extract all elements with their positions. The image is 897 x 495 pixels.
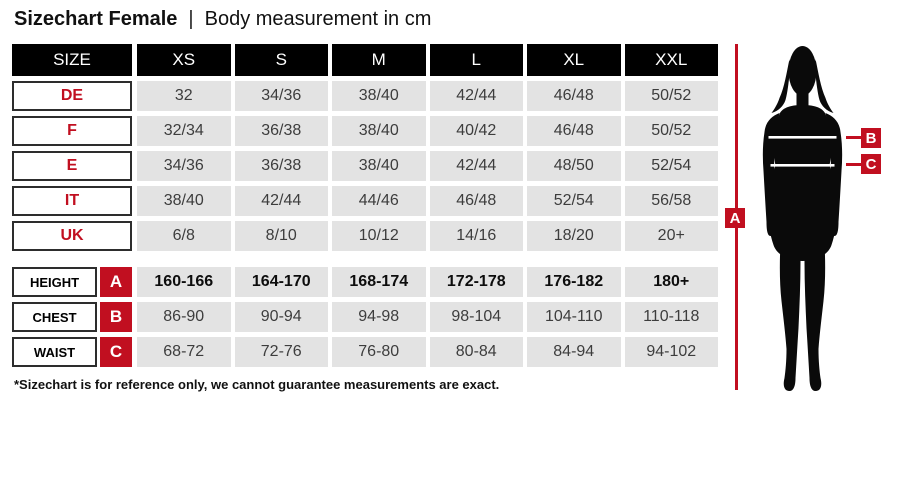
- cell-f-l: 40/42: [429, 116, 523, 146]
- cell-it-xxl: 56/58: [624, 186, 718, 216]
- cell-chest-s: 90-94: [234, 302, 328, 332]
- table-row-chest: CHEST B 86-90 90-94 94-98 98-104 104-110…: [12, 302, 718, 332]
- cell-f-xl: 46/48: [527, 116, 621, 146]
- table-row-height: HEIGHT A 160-166 164-170 168-174 172-178…: [12, 267, 718, 297]
- cell-height-xs: 160-166: [137, 267, 231, 297]
- row-label-chest: CHEST: [12, 302, 97, 332]
- cell-de-xl: 46/48: [527, 81, 621, 111]
- marker-b-label: B: [100, 302, 132, 332]
- cell-it-xl: 52/54: [527, 186, 621, 216]
- col-header-m: M: [332, 44, 426, 76]
- cell-height-s: 164-170: [234, 267, 328, 297]
- table-row-de: DE 32 34/36 38/40 42/44 46/48 50/52: [12, 81, 718, 111]
- col-header-s: S: [234, 44, 328, 76]
- row-label-uk: UK: [12, 221, 132, 251]
- table-row-uk: UK 6/8 8/10 10/12 14/16 18/20 20+: [12, 221, 718, 251]
- title-separator: |: [188, 8, 194, 30]
- page-title: Sizechart Female | Body measurement in c…: [14, 8, 431, 31]
- figure-marker-c: C: [861, 154, 881, 174]
- cell-chest-xl: 104-110: [527, 302, 621, 332]
- figure-marker-a: A: [725, 208, 745, 228]
- cell-de-xxl: 50/52: [624, 81, 718, 111]
- table-row-it: IT 38/40 42/44 44/46 46/48 52/54 56/58: [12, 186, 718, 216]
- row-label-e: E: [12, 151, 132, 181]
- cell-it-l: 46/48: [429, 186, 523, 216]
- header-label-col: SIZE: [12, 44, 132, 76]
- cell-de-s: 34/36: [234, 81, 328, 111]
- cell-f-xs: 32/34: [137, 116, 231, 146]
- cell-waist-l: 80-84: [429, 337, 523, 367]
- waist-measure-line: [846, 163, 861, 166]
- cell-de-m: 38/40: [332, 81, 426, 111]
- cell-f-m: 38/40: [332, 116, 426, 146]
- table-row-f: F 32/34 36/38 38/40 40/42 46/48 50/52: [12, 116, 718, 146]
- row-label-waist: WAIST: [12, 337, 97, 367]
- figure-marker-b: B: [861, 128, 881, 148]
- cell-chest-m: 94-98: [332, 302, 426, 332]
- cell-de-xs: 32: [137, 81, 231, 111]
- table-header-row: SIZE XS S M L XL XXL: [12, 44, 718, 76]
- cell-uk-s: 8/10: [234, 221, 328, 251]
- cell-uk-xl: 18/20: [527, 221, 621, 251]
- title-main: Sizechart Female: [14, 8, 178, 30]
- col-header-xxl: XXL: [624, 44, 718, 76]
- col-header-xs: XS: [137, 44, 231, 76]
- cell-it-m: 44/46: [332, 186, 426, 216]
- row-label-it: IT: [12, 186, 132, 216]
- size-table: SIZE XS S M L XL XXL DE 32 34/36 38/40 4…: [12, 44, 718, 367]
- cell-waist-xxl: 94-102: [624, 337, 718, 367]
- cell-height-xl: 176-182: [527, 267, 621, 297]
- row-label-de: DE: [12, 81, 132, 111]
- cell-waist-s: 72-76: [234, 337, 328, 367]
- cell-f-s: 36/38: [234, 116, 328, 146]
- disclaimer-text: *Sizechart is for reference only, we can…: [14, 377, 500, 392]
- row-label-f: F: [12, 116, 132, 146]
- cell-de-l: 42/44: [429, 81, 523, 111]
- cell-waist-m: 76-80: [332, 337, 426, 367]
- cell-e-xxl: 52/54: [624, 151, 718, 181]
- header-values: XS S M L XL XXL: [137, 44, 718, 76]
- cell-uk-xxl: 20+: [624, 221, 718, 251]
- cell-e-l: 42/44: [429, 151, 523, 181]
- table-row-waist: WAIST C 68-72 72-76 76-80 80-84 84-94 94…: [12, 337, 718, 367]
- title-subtitle: Body measurement in cm: [204, 8, 432, 30]
- row-label-height: HEIGHT: [12, 267, 97, 297]
- cell-e-xs: 34/36: [137, 151, 231, 181]
- cell-it-s: 42/44: [234, 186, 328, 216]
- cell-chest-l: 98-104: [429, 302, 523, 332]
- cell-uk-m: 10/12: [332, 221, 426, 251]
- cell-height-l: 172-178: [429, 267, 523, 297]
- table-row-e: E 34/36 36/38 38/40 42/44 48/50 52/54: [12, 151, 718, 181]
- cell-uk-xs: 6/8: [137, 221, 231, 251]
- cell-f-xxl: 50/52: [624, 116, 718, 146]
- cell-height-xxl: 180+: [624, 267, 718, 297]
- cell-chest-xxl: 110-118: [624, 302, 718, 332]
- col-header-l: L: [429, 44, 523, 76]
- col-header-xl: XL: [527, 44, 621, 76]
- marker-c-label: C: [100, 337, 132, 367]
- cell-it-xs: 38/40: [137, 186, 231, 216]
- cell-e-s: 36/38: [234, 151, 328, 181]
- cell-uk-l: 14/16: [429, 221, 523, 251]
- size-header-cell: SIZE: [12, 44, 132, 76]
- cell-e-m: 38/40: [332, 151, 426, 181]
- female-silhouette: [762, 46, 843, 391]
- cell-waist-xl: 84-94: [527, 337, 621, 367]
- cell-chest-xs: 86-90: [137, 302, 231, 332]
- cell-e-xl: 48/50: [527, 151, 621, 181]
- marker-a-label: A: [100, 267, 132, 297]
- chest-measure-line: [846, 136, 861, 139]
- cell-waist-xs: 68-72: [137, 337, 231, 367]
- cell-height-m: 168-174: [332, 267, 426, 297]
